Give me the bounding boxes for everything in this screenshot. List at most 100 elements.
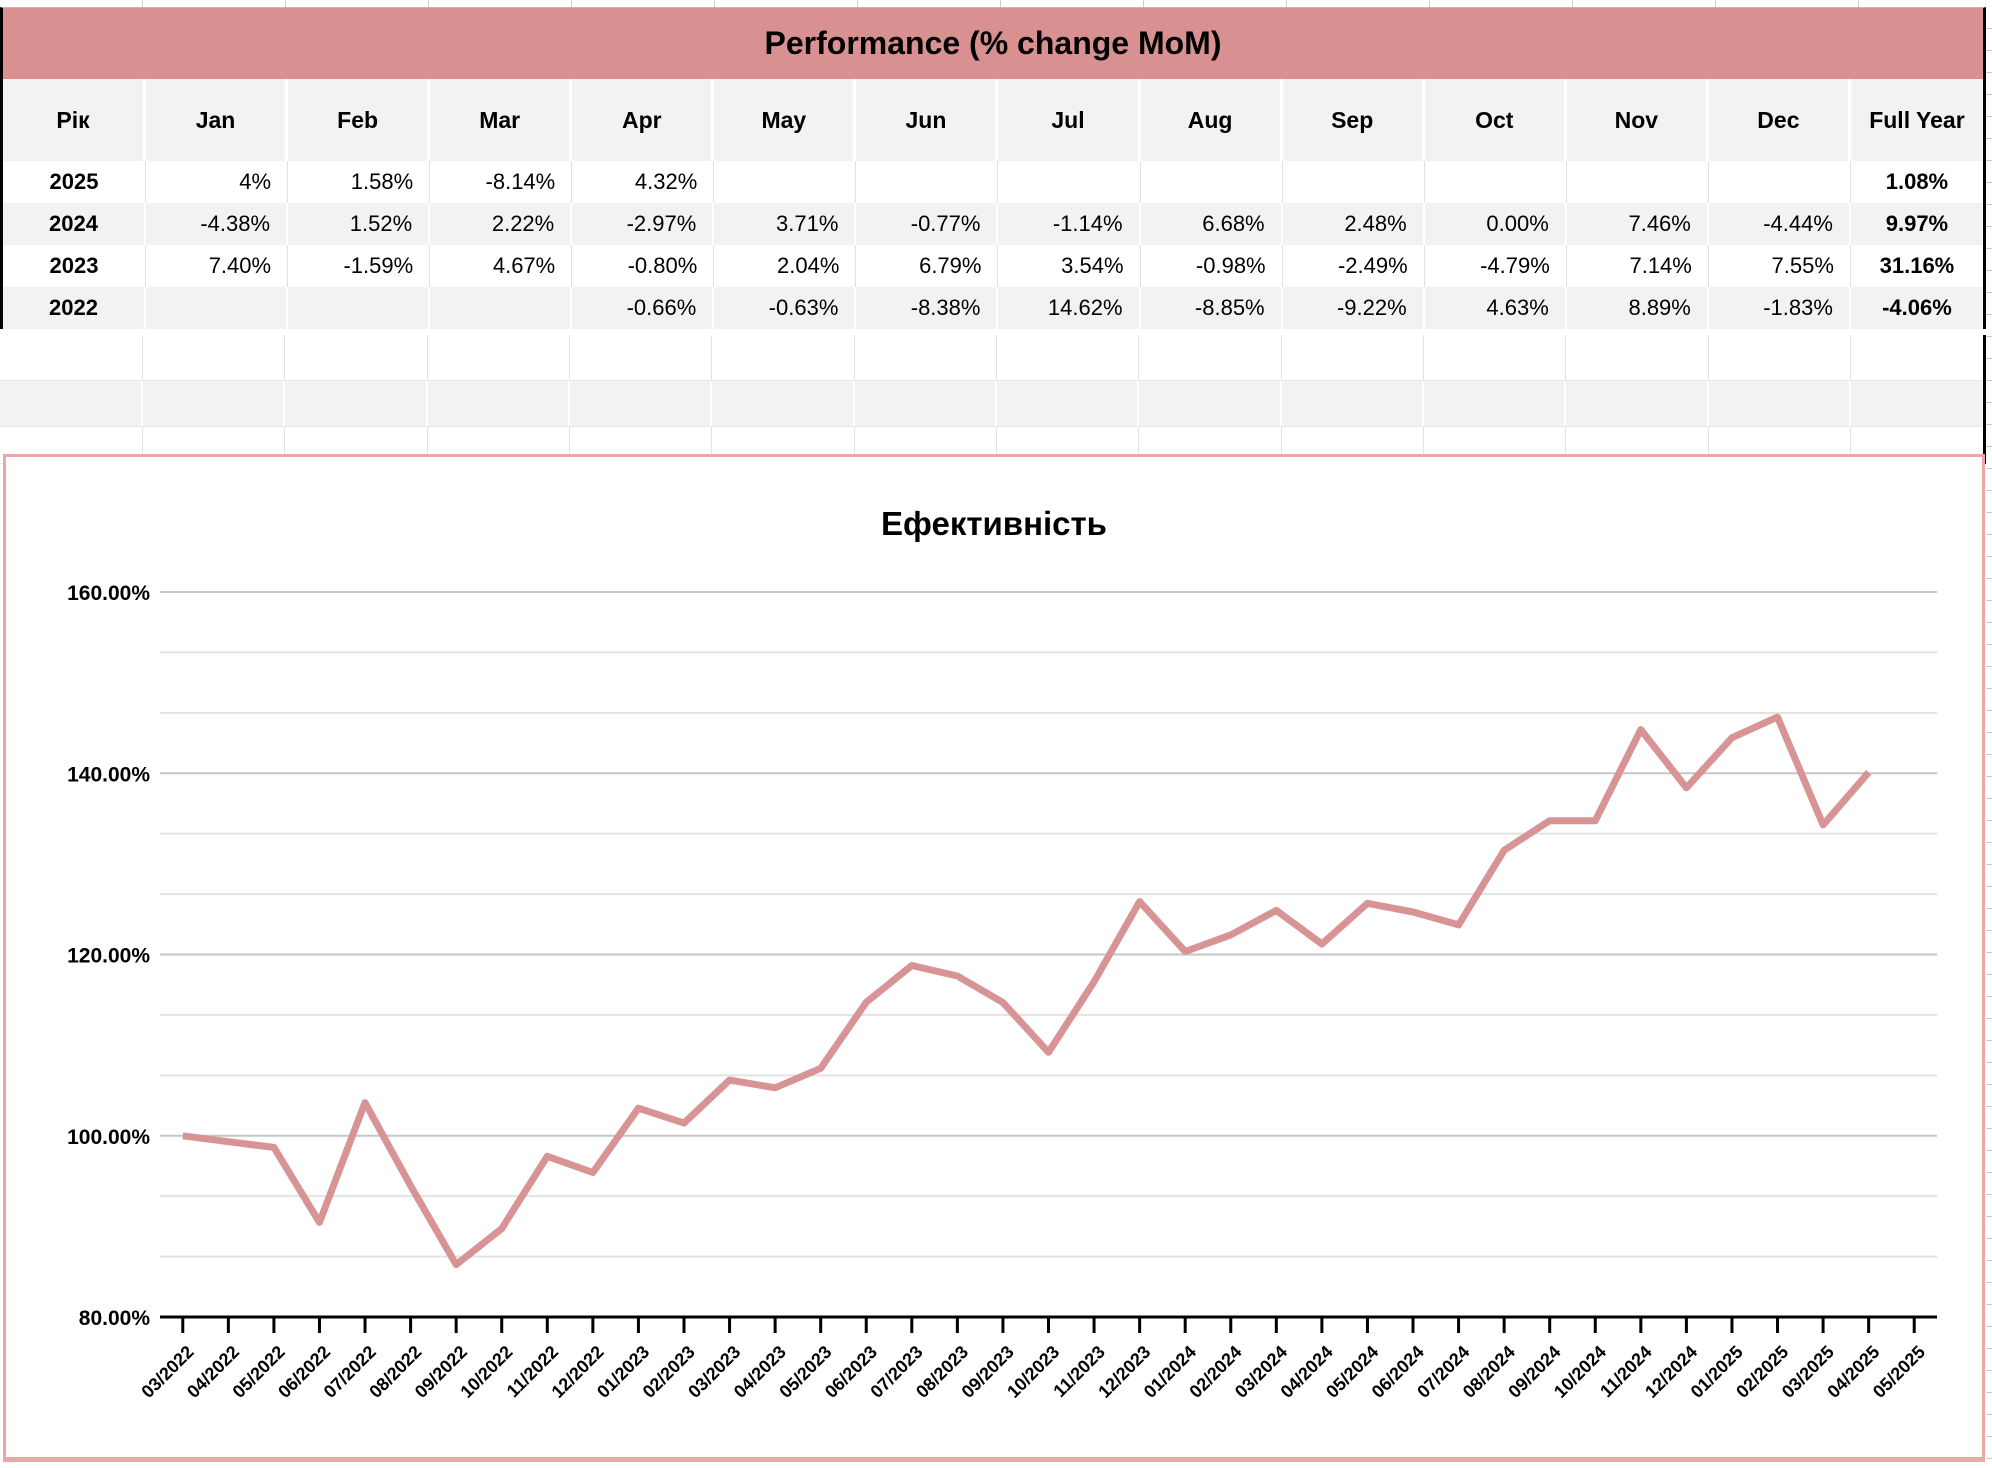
empty-cell[interactable] xyxy=(1139,427,1282,463)
empty-cell[interactable] xyxy=(855,427,997,463)
value-cell[interactable]: 2.04% xyxy=(714,245,857,287)
value-cell[interactable]: -2.97% xyxy=(572,203,715,245)
empty-cell[interactable] xyxy=(570,335,713,380)
empty-cell[interactable] xyxy=(1566,381,1709,426)
empty-cell[interactable] xyxy=(1282,335,1424,380)
value-cell[interactable] xyxy=(856,161,999,203)
empty-cell[interactable] xyxy=(285,381,428,426)
full-year-cell[interactable]: 1.08% xyxy=(1885,169,1949,194)
empty-cell[interactable] xyxy=(0,427,143,463)
value-cell[interactable] xyxy=(714,161,857,203)
header-cell[interactable]: Рік xyxy=(3,79,146,161)
value-cell[interactable]: -1.14% xyxy=(998,203,1141,245)
header-cell[interactable]: Jun xyxy=(856,79,999,161)
empty-cell[interactable] xyxy=(997,381,1140,426)
empty-cell[interactable] xyxy=(1709,381,1851,426)
empty-row[interactable] xyxy=(0,381,1983,427)
header-cell[interactable]: Dec xyxy=(1709,79,1851,161)
value-cell[interactable]: 3.54% xyxy=(998,245,1141,287)
value-cell[interactable]: 4.67% xyxy=(430,245,573,287)
empty-cell[interactable] xyxy=(285,427,428,463)
value-cell[interactable] xyxy=(430,287,573,329)
value-cell[interactable]: -1.83% xyxy=(1709,287,1851,329)
empty-cell[interactable] xyxy=(428,335,570,380)
value-cell[interactable]: 7.40% xyxy=(146,245,289,287)
empty-cell[interactable] xyxy=(1139,335,1282,380)
value-cell[interactable]: -0.66% xyxy=(572,287,715,329)
series-line[interactable] xyxy=(182,713,1872,1269)
header-cell[interactable]: Jan xyxy=(146,79,289,161)
value-cell[interactable]: -2.49% xyxy=(1283,245,1425,287)
year-cell[interactable]: 2024 xyxy=(3,203,146,245)
header-cell[interactable]: Jul xyxy=(998,79,1141,161)
value-cell[interactable]: -1.59% xyxy=(288,245,431,287)
value-cell[interactable]: 2.22% xyxy=(430,203,573,245)
value-cell[interactable]: -8.85% xyxy=(1141,287,1283,329)
value-cell[interactable]: 0.00% xyxy=(1425,203,1567,245)
performance-chart-card[interactable]: Ефективність 80.00% 100.00% 120.00% 140.00%… xyxy=(3,454,1985,1462)
value-cell[interactable]: -0.98% xyxy=(1141,245,1283,287)
value-cell[interactable]: -4.79% xyxy=(1425,245,1567,287)
empty-row[interactable] xyxy=(0,335,1983,381)
value-cell[interactable]: -0.80% xyxy=(572,245,715,287)
value-cell[interactable]: -4.44% xyxy=(1709,203,1851,245)
empty-cell[interactable] xyxy=(1851,381,1983,426)
empty-cell[interactable] xyxy=(712,427,855,463)
empty-cell[interactable] xyxy=(285,335,428,380)
value-cell[interactable] xyxy=(1567,161,1709,203)
value-cell[interactable]: 7.46% xyxy=(1567,203,1709,245)
header-cell[interactable]: Oct xyxy=(1425,79,1567,161)
empty-cell[interactable] xyxy=(428,427,570,463)
empty-cell[interactable] xyxy=(1282,381,1424,426)
value-cell[interactable] xyxy=(1283,161,1425,203)
header-cell[interactable]: Nov xyxy=(1567,79,1709,161)
empty-cell[interactable] xyxy=(1424,381,1567,426)
value-cell[interactable]: 1.58% xyxy=(288,161,431,203)
empty-cell[interactable] xyxy=(0,381,143,426)
value-cell[interactable] xyxy=(146,287,289,329)
value-cell[interactable]: 3.71% xyxy=(714,203,857,245)
value-cell[interactable]: 6.68% xyxy=(1141,203,1283,245)
empty-cell[interactable] xyxy=(1139,381,1282,426)
empty-cell[interactable] xyxy=(712,335,855,380)
empty-cell[interactable] xyxy=(997,427,1140,463)
empty-cell[interactable] xyxy=(1424,427,1567,463)
year-cell[interactable]: 2023 xyxy=(3,245,146,287)
empty-cell[interactable] xyxy=(1709,427,1851,463)
year-cell[interactable]: 2025 xyxy=(3,161,146,203)
value-cell[interactable]: 6.79% xyxy=(856,245,999,287)
year-cell[interactable]: 2022 xyxy=(3,287,146,329)
value-cell[interactable]: -8.38% xyxy=(856,287,999,329)
value-cell[interactable] xyxy=(1709,161,1851,203)
empty-cell[interactable] xyxy=(712,381,855,426)
full-year-cell[interactable]: -4.06% xyxy=(1882,295,1952,320)
value-cell[interactable]: 4% xyxy=(146,161,289,203)
value-cell[interactable]: -0.77% xyxy=(856,203,999,245)
empty-cell[interactable] xyxy=(1566,427,1709,463)
empty-cell[interactable] xyxy=(428,381,570,426)
header-cell[interactable]: Aug xyxy=(1141,79,1283,161)
table-title-row[interactable]: Performance (% change MoM) xyxy=(3,8,1983,79)
header-cell[interactable]: Sep xyxy=(1283,79,1425,161)
value-cell[interactable] xyxy=(998,161,1141,203)
empty-cell[interactable] xyxy=(0,335,143,380)
empty-cell[interactable] xyxy=(570,381,713,426)
value-cell[interactable]: 1.52% xyxy=(288,203,431,245)
value-cell[interactable] xyxy=(288,287,431,329)
value-cell[interactable]: -4.38% xyxy=(146,203,289,245)
value-cell[interactable]: 4.32% xyxy=(572,161,715,203)
empty-cell[interactable] xyxy=(997,335,1140,380)
header-cell[interactable]: May xyxy=(714,79,857,161)
empty-cell[interactable] xyxy=(1709,335,1851,380)
empty-cell[interactable] xyxy=(570,427,713,463)
header-cell[interactable]: Mar xyxy=(430,79,573,161)
empty-cell[interactable] xyxy=(143,381,286,426)
full-year-cell[interactable]: 9.97% xyxy=(1885,211,1949,236)
full-year-cell[interactable]: 31.16% xyxy=(1879,253,1955,278)
empty-cell[interactable] xyxy=(143,335,286,380)
value-cell[interactable]: 7.55% xyxy=(1709,245,1851,287)
header-cell[interactable]: Feb xyxy=(288,79,431,161)
empty-cell[interactable] xyxy=(1424,335,1567,380)
empty-cell[interactable] xyxy=(1282,427,1424,463)
empty-cell[interactable] xyxy=(855,335,997,380)
